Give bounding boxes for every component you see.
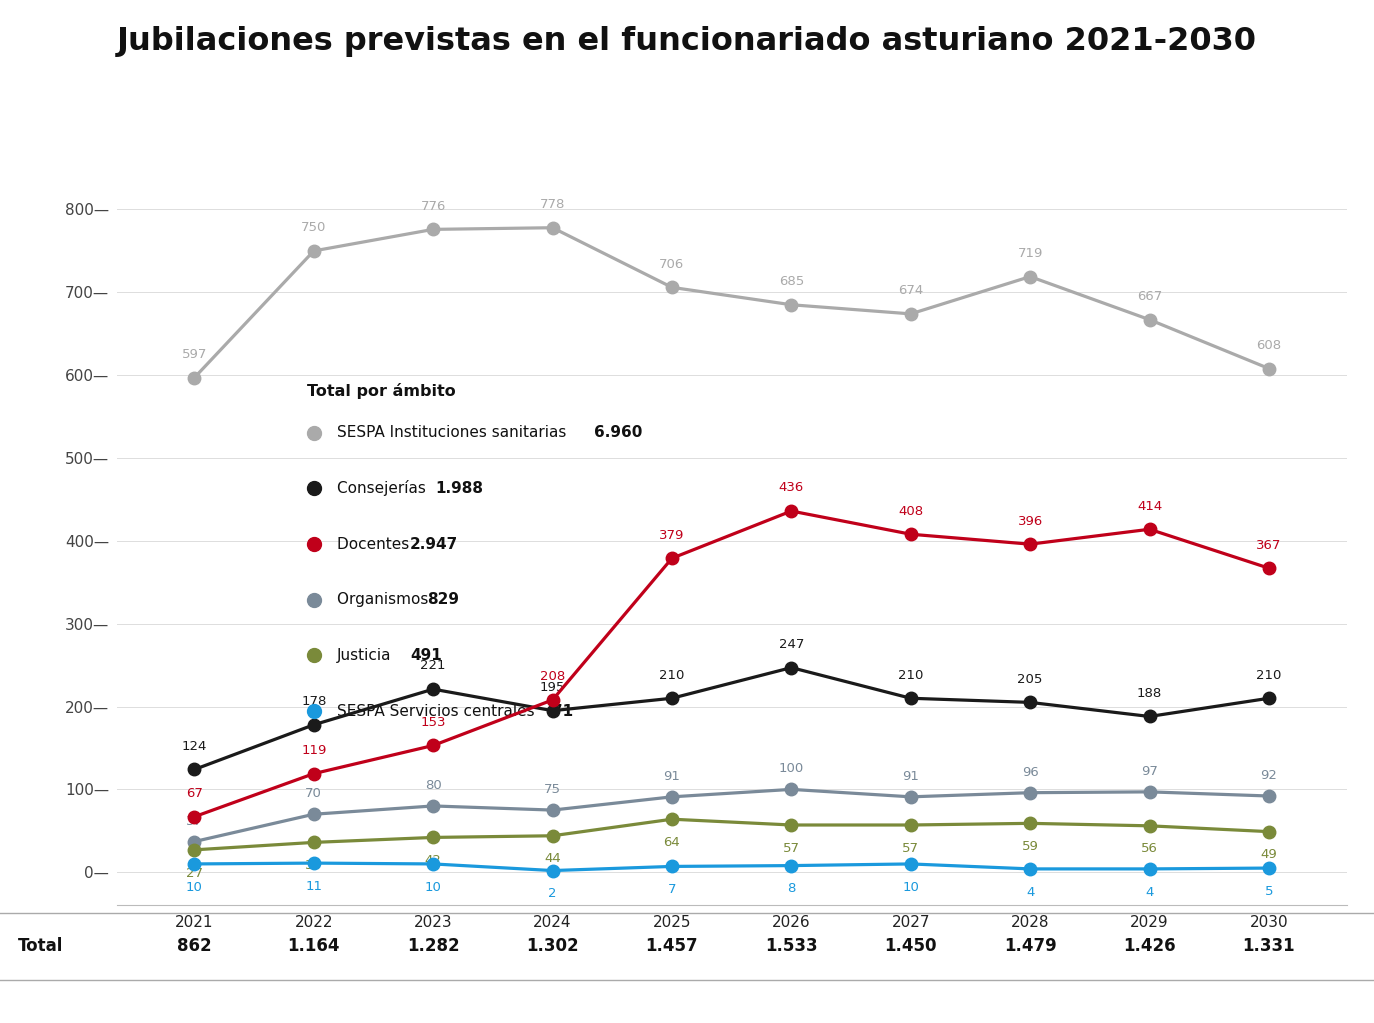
Text: 2: 2	[548, 887, 556, 900]
Text: 27: 27	[185, 866, 203, 880]
Text: 829: 829	[427, 592, 459, 608]
Text: 188: 188	[1136, 686, 1162, 700]
Text: 91: 91	[664, 770, 680, 783]
Text: 92: 92	[1260, 769, 1278, 783]
Text: 100: 100	[779, 762, 804, 775]
Text: Jubilaciones previstas en el funcionariado asturiano 2021-2030: Jubilaciones previstas en el funcionaria…	[117, 26, 1257, 56]
Text: 2.947: 2.947	[409, 537, 458, 551]
Text: 91: 91	[903, 770, 919, 783]
Text: 49: 49	[1260, 848, 1278, 861]
Text: Docentes: Docentes	[337, 537, 414, 551]
Text: 178: 178	[301, 695, 327, 708]
Text: 862: 862	[177, 937, 212, 955]
Text: 75: 75	[544, 784, 561, 796]
Text: 778: 778	[540, 198, 565, 211]
Text: 210: 210	[1256, 669, 1282, 681]
Text: 57: 57	[783, 842, 800, 854]
Text: 674: 674	[899, 284, 923, 298]
Text: 1.988: 1.988	[436, 481, 484, 496]
Text: 56: 56	[1140, 843, 1158, 855]
Text: 11: 11	[305, 880, 323, 893]
Text: 7: 7	[668, 883, 676, 896]
Text: Total por ámbito: Total por ámbito	[308, 384, 456, 399]
Text: 4: 4	[1026, 886, 1035, 898]
Text: 1.331: 1.331	[1242, 937, 1296, 955]
Text: 719: 719	[1017, 247, 1043, 260]
Text: 667: 667	[1136, 290, 1162, 303]
Text: 379: 379	[660, 529, 684, 541]
Text: 408: 408	[899, 504, 923, 518]
Text: SESPA Instituciones sanitarias: SESPA Instituciones sanitarias	[337, 426, 572, 440]
Text: 42: 42	[425, 854, 441, 868]
Text: 436: 436	[779, 482, 804, 494]
Text: 10: 10	[425, 881, 441, 894]
Text: 57: 57	[903, 842, 919, 854]
Text: 221: 221	[420, 660, 447, 672]
Text: 37: 37	[185, 814, 203, 828]
Text: 5: 5	[1264, 885, 1274, 898]
Text: 80: 80	[425, 780, 441, 792]
Text: 1.426: 1.426	[1123, 937, 1176, 955]
Text: 750: 750	[301, 221, 327, 234]
Text: SESPA Servicios centrales: SESPA Servicios centrales	[337, 704, 540, 718]
Text: 119: 119	[301, 744, 327, 757]
Text: 491: 491	[409, 648, 441, 663]
Text: 608: 608	[1256, 339, 1282, 352]
Text: Justicia: Justicia	[337, 648, 396, 663]
Text: 1.450: 1.450	[885, 937, 937, 955]
Text: 8: 8	[787, 882, 796, 895]
Text: 67: 67	[185, 787, 203, 800]
Text: 706: 706	[660, 258, 684, 271]
Text: 124: 124	[181, 740, 207, 753]
Text: 153: 153	[420, 716, 447, 728]
Text: 210: 210	[899, 669, 923, 681]
Text: 776: 776	[420, 199, 447, 213]
Text: 6.960: 6.960	[594, 426, 642, 440]
Text: 247: 247	[779, 638, 804, 651]
Text: 36: 36	[305, 859, 323, 872]
Text: 1.302: 1.302	[526, 937, 578, 955]
Text: 71: 71	[552, 704, 573, 718]
Text: 64: 64	[664, 836, 680, 849]
Text: 1.533: 1.533	[765, 937, 818, 955]
Text: 97: 97	[1140, 765, 1158, 777]
Text: 10: 10	[903, 881, 919, 894]
Text: 210: 210	[660, 669, 684, 681]
Text: 96: 96	[1022, 766, 1039, 779]
Text: 1.457: 1.457	[646, 937, 698, 955]
Text: 414: 414	[1136, 499, 1162, 513]
Text: 1.282: 1.282	[407, 937, 459, 955]
Text: 1.164: 1.164	[287, 937, 339, 955]
Text: 597: 597	[181, 348, 207, 361]
Text: 4: 4	[1146, 886, 1154, 898]
Text: 208: 208	[540, 670, 565, 683]
Text: 685: 685	[779, 275, 804, 288]
Text: 1.479: 1.479	[1004, 937, 1057, 955]
Text: 367: 367	[1256, 538, 1282, 551]
Text: 396: 396	[1018, 515, 1043, 528]
Text: 10: 10	[185, 881, 203, 894]
Text: Total: Total	[18, 937, 63, 955]
Text: 205: 205	[1017, 673, 1043, 685]
Text: 44: 44	[544, 852, 561, 865]
Text: Organismos: Organismos	[337, 592, 433, 608]
Text: 70: 70	[305, 788, 323, 800]
Text: Consejerías: Consejerías	[337, 481, 430, 496]
Text: 195: 195	[540, 681, 565, 694]
Text: 59: 59	[1022, 840, 1039, 853]
